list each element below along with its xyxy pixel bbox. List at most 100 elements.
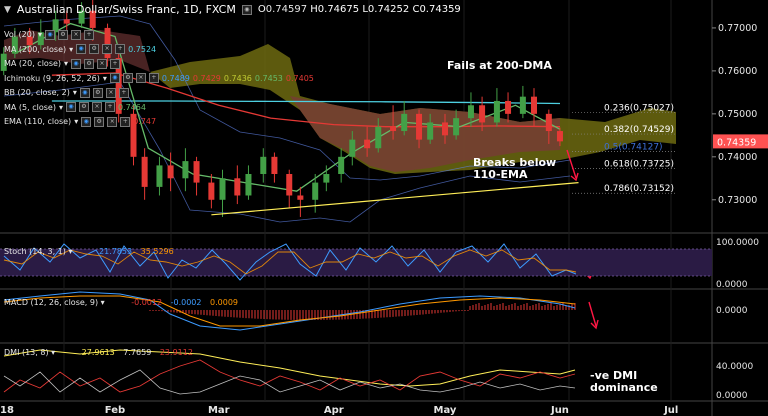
stoch-pane bbox=[0, 243, 712, 281]
chevron-down-icon[interactable]: ▾ bbox=[51, 348, 56, 357]
chart-header: ▼ Australian Dollar/Swiss Franc, 1D, FXC… bbox=[4, 3, 461, 16]
candle bbox=[531, 88, 537, 127]
eye-icon[interactable]: ◉ bbox=[109, 73, 120, 83]
price-tick: 0.76000 bbox=[718, 66, 757, 77]
candle bbox=[556, 127, 563, 147]
eye-icon[interactable]: ◉ bbox=[65, 102, 76, 112]
eye-icon[interactable]: ◉ bbox=[71, 58, 82, 69]
eye-icon[interactable]: ◉ bbox=[76, 44, 87, 54]
candlesticks bbox=[0, 0, 563, 217]
pane-value: -0.0012 bbox=[131, 298, 165, 307]
candle bbox=[234, 165, 241, 205]
indicator-row[interactable]: MA (20, close) ▾ ◉ ⚙ × + bbox=[4, 57, 121, 70]
indicator-row[interactable]: MA (200, close) ▾ ◉ ⚙ × +0.7524 bbox=[4, 43, 156, 56]
candle bbox=[364, 126, 371, 157]
time-axis: 2018 Feb Mar Apr May Jun Jul bbox=[0, 405, 678, 416]
chevron-down-icon[interactable]: ▾ bbox=[37, 30, 42, 39]
close-icon[interactable]: × bbox=[91, 102, 102, 112]
settings-icon[interactable]: ⚙ bbox=[92, 87, 103, 98]
candle bbox=[219, 169, 226, 217]
chevron-down-icon[interactable]: ▾ bbox=[102, 73, 107, 83]
settings-icon[interactable]: ⚙ bbox=[78, 102, 89, 112]
svg-text:0.0000: 0.0000 bbox=[716, 306, 748, 316]
indicator-row[interactable]: EMA (110, close) ▾ ◉ ⚙ × +0.747 bbox=[4, 115, 156, 128]
svg-text:40.0000: 40.0000 bbox=[716, 362, 753, 372]
chevron-down-icon[interactable]: ▾ bbox=[72, 88, 77, 97]
chevron-down-icon[interactable]: ▾ bbox=[68, 247, 73, 256]
indicator-label[interactable]: Ichimoku (9, 26, 52, 26) bbox=[4, 73, 100, 83]
candle bbox=[63, 10, 70, 33]
indicator-value: 0.7464 bbox=[117, 102, 146, 112]
candle bbox=[156, 156, 163, 196]
indicator-row[interactable]: MA (5, close) ▾ ◉ ⚙ × +0.7464 bbox=[4, 101, 146, 114]
add-icon[interactable]: + bbox=[115, 44, 126, 54]
close-icon[interactable]: × bbox=[105, 87, 116, 98]
candle bbox=[519, 85, 526, 119]
add-icon[interactable]: + bbox=[110, 58, 121, 69]
indicator-row[interactable]: Ichimoku (9, 26, 52, 26) ▾ ◉ ⚙ × +0.7489 0.742… bbox=[4, 72, 314, 85]
candle bbox=[505, 92, 512, 123]
dmi-axis: 40.0000 0.0000 bbox=[716, 362, 753, 401]
add-icon[interactable]: + bbox=[118, 87, 129, 98]
chevron-down-icon[interactable]: ▾ bbox=[64, 59, 69, 68]
chevron-down-icon[interactable]: ▾ bbox=[100, 298, 105, 307]
svg-text:0.0000: 0.0000 bbox=[716, 280, 748, 290]
chevron-down-icon[interactable]: ▼ bbox=[4, 4, 11, 15]
add-icon[interactable]: + bbox=[148, 73, 159, 83]
indicator-label[interactable]: MA (200, close) bbox=[4, 44, 67, 54]
eye-icon[interactable]: ◉ bbox=[44, 29, 55, 40]
indicator-label[interactable]: Vol (20) bbox=[4, 30, 35, 39]
dmi-label[interactable]: DMI (13, 8) bbox=[4, 348, 49, 357]
settings-icon[interactable]: ⚙ bbox=[84, 58, 95, 69]
indicator-label[interactable]: MA (20, close) bbox=[4, 59, 62, 68]
close-icon[interactable]: × bbox=[135, 73, 146, 83]
chevron-down-icon[interactable]: ▾ bbox=[58, 102, 63, 112]
annotation-breaks-ema: Breaks below 110-EMA bbox=[473, 156, 557, 181]
fibonacci-levels: 0.236(0.75027) 0.382(0.74529) 0.5(0.74127)… bbox=[572, 104, 676, 194]
add-icon[interactable]: + bbox=[104, 102, 115, 112]
indicator-row[interactable]: BB (20, close, 2) ▾ ◉ ⚙ × + bbox=[4, 86, 129, 99]
close-icon[interactable]: × bbox=[102, 44, 113, 54]
candle bbox=[493, 88, 500, 127]
candle bbox=[375, 118, 382, 153]
candle bbox=[260, 148, 267, 183]
candle bbox=[37, 19, 44, 50]
fib-label: 0.5(0.74127) bbox=[604, 142, 663, 152]
candle bbox=[130, 105, 137, 166]
settings-icon[interactable]: ⚙ bbox=[57, 29, 68, 40]
chevron-down-icon[interactable]: ▾ bbox=[69, 44, 74, 54]
eye-icon[interactable]: ◉ bbox=[81, 116, 92, 127]
candle bbox=[467, 92, 474, 127]
fib-label: 0.382(0.74529) bbox=[604, 125, 674, 135]
settings-icon[interactable]: ⚙ bbox=[122, 73, 133, 83]
indicator-label[interactable]: MA (5, close) bbox=[4, 102, 56, 112]
time-tick: Jun bbox=[550, 405, 569, 416]
indicator-row[interactable]: Vol (20) ▾ ◉ ⚙ × + bbox=[4, 28, 94, 41]
candle bbox=[416, 109, 423, 149]
macd-label[interactable]: MACD (12, 26, close, 9) bbox=[4, 298, 99, 307]
candle bbox=[297, 186, 304, 217]
close-icon[interactable]: × bbox=[70, 29, 81, 40]
eye-icon[interactable]: ◉ bbox=[241, 4, 252, 15]
indicator-label[interactable]: EMA (110, close) bbox=[4, 117, 72, 126]
support-trendline[interactable] bbox=[211, 181, 579, 216]
add-icon[interactable]: + bbox=[120, 116, 131, 127]
close-icon[interactable]: × bbox=[107, 116, 118, 127]
stoch-axis: 100.0000 0.0000 bbox=[716, 238, 759, 290]
indicator-label[interactable]: BB (20, close, 2) bbox=[4, 88, 70, 97]
symbol-title[interactable]: Australian Dollar/Swiss Franc, 1D, FXCM bbox=[16, 3, 236, 16]
close-icon[interactable]: × bbox=[97, 58, 108, 69]
stoch-label[interactable]: Stoch (14, 3, 1) bbox=[4, 247, 66, 256]
candle bbox=[245, 165, 252, 200]
settings-icon[interactable]: ⚙ bbox=[89, 44, 100, 54]
indicator-value: 0.7436 bbox=[223, 73, 252, 83]
eye-icon[interactable]: ◉ bbox=[79, 87, 90, 98]
chevron-down-icon[interactable]: ▾ bbox=[74, 117, 79, 126]
candle bbox=[141, 148, 148, 200]
price-tick: 0.77000 bbox=[718, 23, 757, 34]
add-icon[interactable]: + bbox=[83, 29, 94, 40]
indicator-value: 0.7453 bbox=[254, 73, 283, 83]
settings-icon[interactable]: ⚙ bbox=[94, 116, 105, 127]
dmi-values: 27.9613 7.7659 23.9112 bbox=[82, 348, 199, 357]
